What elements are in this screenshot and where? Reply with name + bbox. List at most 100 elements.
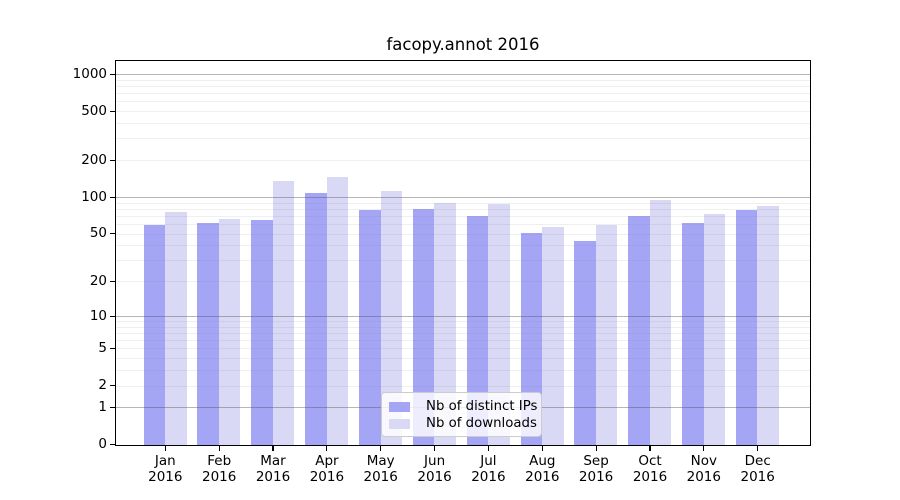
xtick-mark-feb (218, 445, 220, 451)
legend-item-distinct-ips: Nb of distinct IPs (389, 399, 537, 414)
xtick-mark-jul (487, 445, 489, 451)
bar-ips-feb (197, 222, 219, 445)
xtick-label-aug: Aug 2016 (525, 453, 560, 485)
gridline-2 (116, 385, 810, 387)
bar-ips-oct (628, 215, 650, 445)
xtick-mark-mar (272, 445, 274, 451)
ytick-label-10: 10 (89, 307, 107, 324)
bar-ips-jul (466, 215, 489, 445)
gridline-4 (116, 358, 810, 360)
ytick-mark-500 (110, 110, 115, 112)
chart-title: facopy.annot 2016 (386, 35, 540, 54)
ytick-mark-50 (110, 233, 115, 235)
gridline-200 (116, 160, 810, 162)
legend-label-downloads: Nb of downloads (426, 416, 537, 431)
bar-downloads-dec (757, 206, 779, 445)
bar-downloads-may (380, 191, 402, 445)
bar-ips-jun (412, 209, 435, 445)
xtick-label-nov: Nov 2016 (686, 453, 721, 485)
ytick-mark-2 (110, 385, 115, 387)
ytick-mark-1000 (110, 73, 115, 75)
gridline-600 (116, 101, 810, 103)
ytick-label-200: 200 (81, 151, 107, 168)
xtick-mark-jun (433, 445, 436, 451)
gridline-40 (116, 245, 810, 247)
legend-label-distinct-ips: Nb of distinct IPs (426, 399, 538, 414)
ytick-label-1000: 1000 (72, 65, 107, 82)
bar-downloads-feb (218, 218, 241, 445)
gridline-60 (116, 224, 810, 225)
xtick-mark-jan (164, 445, 166, 451)
bar-downloads-aug (542, 227, 564, 445)
gridline-10 (116, 315, 810, 317)
gridline-7 (116, 333, 810, 334)
gridline-700 (116, 93, 810, 95)
ytick-label-2: 2 (98, 377, 107, 394)
xtick-mark-sep (595, 445, 597, 451)
ytick-mark-5 (110, 348, 115, 350)
xtick-mark-aug (541, 445, 543, 451)
gridline-300 (116, 138, 810, 140)
xtick-label-sep: Sep 2016 (578, 453, 614, 485)
gridline-90 (116, 202, 810, 204)
gridline-50 (116, 233, 810, 235)
gridline-800 (116, 85, 810, 87)
xtick-label-oct: Oct 2016 (632, 453, 668, 485)
bar-downloads-jun (434, 203, 456, 445)
ytick-label-100: 100 (81, 188, 107, 205)
ytick-label-50: 50 (89, 225, 107, 242)
ytick-label-500: 500 (81, 102, 107, 119)
xtick-label-dec: Dec 2016 (740, 453, 775, 485)
bar-ips-dec (735, 210, 758, 445)
gridline-400 (116, 123, 810, 124)
bar-ips-may (359, 210, 381, 445)
gridline-8 (116, 326, 810, 328)
xtick-label-jul: Jul 2016 (471, 453, 506, 485)
legend: Nb of distinct IPs Nb of downloads (381, 392, 542, 437)
bar-downloads-oct (649, 200, 672, 445)
xtick-mark-dec (757, 445, 759, 451)
gridline-500 (116, 111, 810, 113)
bar-downloads-jan (165, 212, 187, 445)
gridline-30 (116, 260, 810, 262)
bar-downloads-apr (326, 177, 349, 445)
gridline-900 (116, 79, 810, 81)
legend-swatch-downloads-icon (389, 418, 410, 429)
gridline-70 (116, 215, 810, 217)
bar-downloads-mar (272, 181, 295, 445)
xtick-label-jun: Jun 2016 (417, 453, 452, 485)
gridline-80 (116, 208, 810, 210)
xtick-mark-nov (703, 445, 705, 451)
ytick-mark-200 (110, 159, 115, 161)
bar-ips-nov (682, 222, 704, 445)
bar-downloads-nov (703, 214, 726, 445)
xtick-label-apr: Apr 2016 (309, 453, 345, 485)
xtick-label-feb: Feb 2016 (202, 453, 237, 485)
gridline-3 (116, 370, 810, 372)
xtick-mark-oct (649, 445, 651, 451)
legend-item-downloads: Nb of downloads (389, 416, 537, 431)
legend-swatch-distinct-ips-icon (389, 401, 410, 412)
bar-ips-jan (143, 225, 166, 445)
ytick-label-0: 0 (98, 436, 107, 453)
plot-area: Nb of distinct IPs Nb of downloads (115, 60, 811, 446)
ytick-mark-1 (110, 406, 115, 409)
ytick-mark-20 (110, 280, 115, 282)
xtick-label-may: May 2016 (363, 453, 398, 485)
gridline-1000 (116, 73, 810, 75)
gridline-6 (116, 340, 810, 342)
ytick-mark-0 (110, 444, 115, 446)
ytick-label-1: 1 (98, 399, 107, 415)
xtick-mark-apr (326, 445, 328, 451)
xtick-label-mar: Mar 2016 (255, 453, 291, 485)
ytick-label-5: 5 (98, 340, 107, 357)
gridline-100 (116, 197, 810, 198)
bar-ips-mar (251, 219, 273, 445)
bar-ips-apr (305, 192, 327, 445)
bar-ips-sep (574, 240, 596, 445)
ytick-label-20: 20 (89, 272, 107, 289)
bar-downloads-jul (488, 204, 510, 445)
xtick-mark-may (380, 445, 382, 451)
ytick-mark-10 (110, 315, 115, 317)
